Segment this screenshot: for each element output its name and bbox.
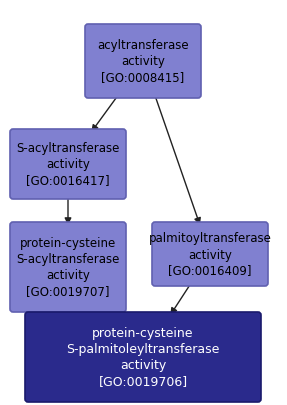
Text: protein-cysteine
S-palmitoleyltransferase
activity
[GO:0019706]: protein-cysteine S-palmitoleyltransferas… — [66, 327, 220, 388]
FancyBboxPatch shape — [85, 25, 201, 99]
Text: protein-cysteine
S-acyltransferase
activity
[GO:0019707]: protein-cysteine S-acyltransferase activ… — [16, 237, 120, 298]
FancyBboxPatch shape — [152, 222, 268, 286]
Text: palmitoyltransferase
activity
[GO:0016409]: palmitoyltransferase activity [GO:001640… — [149, 232, 272, 277]
Text: S-acyltransferase
activity
[GO:0016417]: S-acyltransferase activity [GO:0016417] — [16, 142, 120, 187]
FancyBboxPatch shape — [10, 130, 126, 200]
Text: acyltransferase
activity
[GO:0008415]: acyltransferase activity [GO:0008415] — [97, 39, 189, 84]
FancyBboxPatch shape — [10, 222, 126, 312]
FancyBboxPatch shape — [25, 312, 261, 402]
